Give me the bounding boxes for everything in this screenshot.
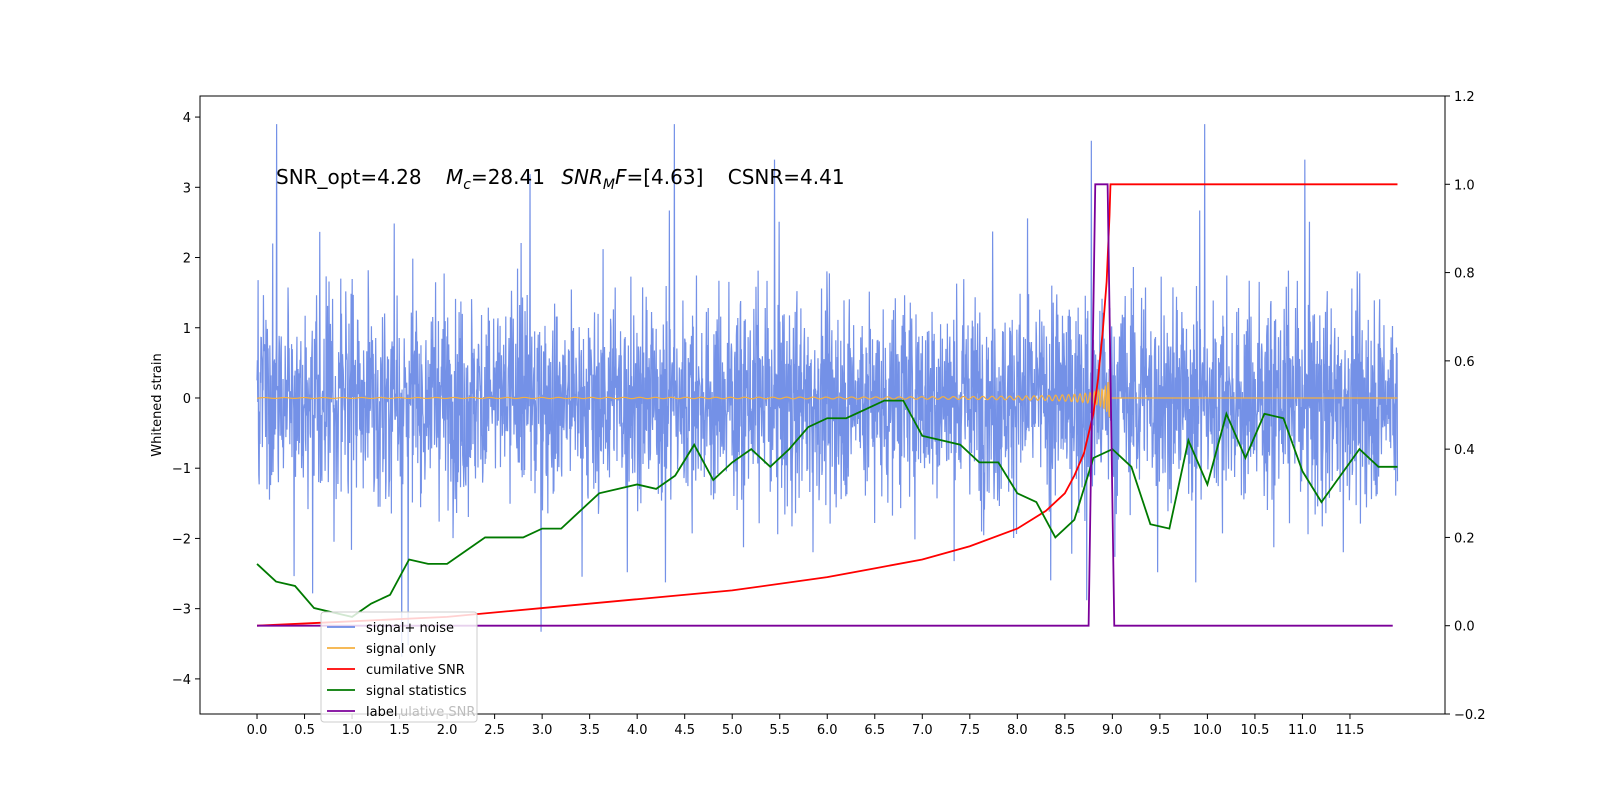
x-tick-label: 1.0	[342, 723, 363, 738]
x-axis: 0.0 0.5 1.0 1.5 2.0 2.5 3.0 3.5 4.0 4.5 5.0 5.5 6.0 6…	[247, 714, 1364, 738]
y-right-tick-label: −0.2	[1454, 708, 1486, 723]
y-right-tick-label: 1.2	[1454, 90, 1475, 105]
x-tick-label: 0.0	[247, 723, 268, 738]
legend-entry-cumilative-snr: cumilative SNR	[366, 663, 465, 678]
x-tick-label: 2.0	[437, 723, 458, 738]
series-label-line	[257, 183, 1393, 627]
legend-box	[320, 611, 478, 723]
y-right-tick-label: 0.2	[1454, 531, 1475, 546]
axes-frame	[199, 95, 1446, 715]
y-right-tick-label: 0.4	[1454, 443, 1475, 458]
x-tick-label: 4.5	[674, 723, 695, 738]
x-tick-label: 1.5	[389, 723, 410, 738]
mc-subscript: c	[463, 177, 471, 193]
snrmf-mid: F	[615, 165, 627, 189]
y-right-tick-label: 0.0	[1454, 620, 1475, 635]
x-tick-label: 6.5	[864, 723, 885, 738]
x-tick-label: 5.5	[769, 723, 790, 738]
y-left-tick-label: 4	[183, 111, 191, 126]
y-left-tick-label: 2	[183, 252, 191, 267]
legend-entry-signal-only: signal only	[366, 642, 436, 657]
snrmf-subscript: M	[603, 177, 615, 193]
snr-opt-text: SNR_opt=4.28	[276, 165, 422, 189]
mc-value: =28.41	[471, 165, 545, 189]
y-axis-label: Whitened strain	[150, 353, 165, 456]
legend-ghost-text: ulative SNR	[400, 705, 475, 720]
y-right-tick-label: 0.8	[1454, 267, 1475, 282]
chart-annotation: SNR_opt=4.28 Mc=28.41 SNRMF=[4.63] CSNR=…	[276, 165, 845, 193]
y-left-tick-label: −2	[172, 532, 191, 547]
x-tick-label: 10.0	[1193, 723, 1222, 738]
x-tick-label: 8.5	[1055, 723, 1076, 738]
x-tick-label: 11.5	[1335, 723, 1364, 738]
snrmf-value: =[4.63]	[627, 165, 704, 189]
mc-symbol: M	[446, 165, 463, 189]
y-left-tick-label: −1	[172, 462, 191, 477]
x-tick-label: 6.0	[817, 723, 838, 738]
legend-entry-signal-noise: signal+ noise	[366, 621, 454, 636]
x-tick-label: 9.0	[1102, 723, 1123, 738]
series-signal-statistics-line	[256, 399, 1398, 618]
y-left-tick-label: 1	[183, 322, 191, 337]
plot-area	[256, 124, 1399, 657]
x-tick-label: 11.0	[1288, 723, 1317, 738]
x-tick-label: 3.5	[579, 723, 600, 738]
series-signal-only-line	[256, 371, 1398, 418]
legend-entry-signal-statistics: signal statistics	[366, 684, 467, 699]
x-tick-label: 0.5	[294, 723, 315, 738]
legend: signal+ noise signal only cumilative SNR si…	[320, 611, 478, 723]
x-tick-label: 2.5	[484, 723, 505, 738]
x-tick-label: 8.0	[1007, 723, 1028, 738]
y-left-tick-label: −3	[172, 603, 191, 618]
y-left-tick-label: 3	[183, 181, 191, 196]
x-tick-label: 4.0	[627, 723, 648, 738]
snrmf-symbol: SNR	[561, 165, 603, 189]
y-left-tick-label: 0	[183, 392, 191, 407]
y-axis-right: −0.2 0.0 0.2 0.4 0.6 0.8 1.0 1.2	[1445, 90, 1486, 723]
legend-entry-label: label	[366, 705, 397, 720]
x-tick-label: 5.0	[722, 723, 743, 738]
csnr-text: CSNR=4.41	[728, 165, 845, 189]
y-left-tick-label: −4	[172, 673, 191, 688]
x-tick-label: 10.5	[1240, 723, 1269, 738]
series-cumilative-snr-line	[256, 183, 1398, 627]
x-tick-label: 3.0	[532, 723, 553, 738]
x-tick-label: 7.0	[912, 723, 933, 738]
y-right-tick-label: 1.0	[1454, 178, 1475, 193]
y-right-tick-label: 0.6	[1454, 355, 1475, 370]
y-axis-left: −4 −3 −2 −1 0 1 2 3 4	[172, 111, 200, 688]
x-tick-label: 9.5	[1150, 723, 1171, 738]
series-signal-noise-line	[256, 124, 1399, 657]
x-tick-label: 7.5	[959, 723, 980, 738]
